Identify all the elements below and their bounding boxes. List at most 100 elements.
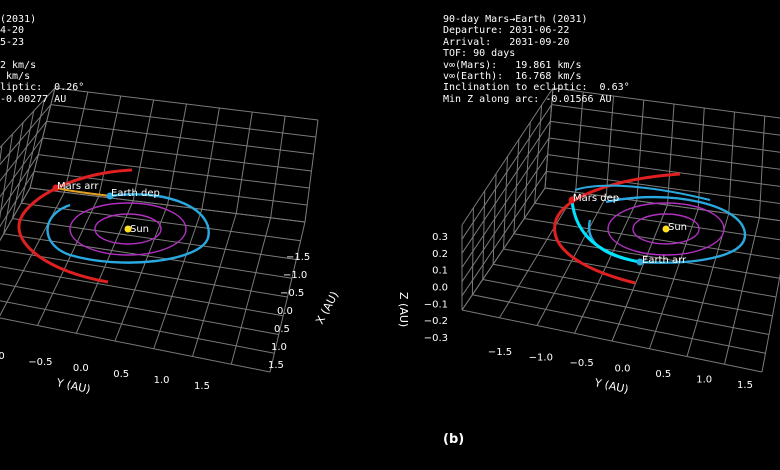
left-earth-label: Earth dep xyxy=(111,188,160,199)
left-transfer-arc xyxy=(55,187,111,197)
right-y-axis-label: Y (AU) xyxy=(592,376,629,396)
left-orbits xyxy=(17,168,210,284)
right-back-wall-grid xyxy=(548,137,780,170)
tick-label: −1.5 xyxy=(286,252,310,263)
info-line: TOF: 90 days xyxy=(443,48,516,60)
right-back-wall-grid xyxy=(546,170,780,205)
info-line: 5-23 xyxy=(0,36,25,48)
tick-label: 1.0 xyxy=(154,375,170,386)
left-y-ticks: .0 −0.5 0.0 0.5 1.0 1.5 xyxy=(0,351,210,392)
tick-label: 0.1 xyxy=(432,266,448,277)
right-floor-grid xyxy=(724,217,760,365)
tick-label: −0.5 xyxy=(280,288,304,299)
left-floor-grid xyxy=(0,249,288,298)
left-grid xyxy=(0,87,319,373)
info-line: Departure: 2031-06-22 xyxy=(443,25,570,37)
right-floor-grid xyxy=(534,202,780,241)
tick-label: 1.0 xyxy=(271,342,287,353)
left-sun-label: Sun xyxy=(130,224,149,235)
left-side-wall-grid xyxy=(0,171,35,228)
left-floor-grid xyxy=(12,218,297,260)
left-inner-orbit-1 xyxy=(94,213,162,245)
panel-label: (b) xyxy=(443,432,465,447)
right-side-wall-grid xyxy=(461,137,550,268)
left-side-wall-grid xyxy=(0,187,31,242)
tick-label: 0.0 xyxy=(277,306,293,317)
left-mars-orbit xyxy=(17,168,133,284)
left-sun-marker xyxy=(124,225,132,233)
info-line: liptic: 0.26° xyxy=(0,82,85,94)
right-side-wall-grid xyxy=(461,104,553,240)
tick-label: −1.0 xyxy=(529,353,553,364)
right-z-axis-label: Z (AU) xyxy=(397,292,410,327)
right-inner-orbit-2 xyxy=(607,202,725,256)
right-mars-marker xyxy=(568,196,576,204)
right-earth-label: Earth arr xyxy=(642,255,687,266)
right-floor-grid xyxy=(503,248,777,298)
info-line: v∞(Earth): 16.768 km/s xyxy=(443,71,582,83)
right-earth-orbit-tail xyxy=(574,184,711,201)
tick-label: 0.0 xyxy=(615,364,631,375)
tick-label: −0.1 xyxy=(424,299,448,310)
left-floor-grid xyxy=(153,209,203,349)
right-mars-orbit xyxy=(553,172,681,285)
right-sun-label: Sun xyxy=(668,222,687,233)
tick-label: .0 xyxy=(0,351,5,362)
right-side-wall-grid xyxy=(461,171,547,297)
tick-label: −0.3 xyxy=(424,333,448,344)
right-floor-grid xyxy=(649,209,699,349)
right-transfer-arc xyxy=(570,199,641,264)
left-3d-plot: Mars arr Earth dep Sun −1.5 −1.0 −0.5 0.0 0.… xyxy=(0,87,341,396)
left-back-wall-grid xyxy=(54,87,319,121)
info-line: 4-20 xyxy=(0,25,25,37)
left-floor-grid xyxy=(0,300,275,354)
info-line: (2031) xyxy=(0,14,37,25)
info-line: v∞(Mars): 19.861 km/s xyxy=(443,59,582,71)
right-back-wall-grid xyxy=(547,154,780,187)
tick-label: 0.0 xyxy=(432,283,448,294)
left-back-wall-grid xyxy=(46,120,314,155)
left-side-wall-grid xyxy=(0,104,52,166)
info-line: -0.00277 AU xyxy=(0,93,67,105)
right-floor-grid xyxy=(761,272,780,373)
left-mars-label: Mars arr xyxy=(57,181,99,192)
right-earth-marker xyxy=(636,258,644,266)
right-z-ticks: 0.3 0.2 0.1 0.0 −0.1 −0.2 −0.3 xyxy=(424,232,448,344)
tick-label: 1.5 xyxy=(194,381,210,392)
left-back-wall-grid xyxy=(34,170,308,206)
left-y-axis-label: Y (AU) xyxy=(54,376,91,396)
left-floor-grid xyxy=(192,213,237,357)
right-info-text: 90-day Mars→Earth (2031) Departure: 2031-… xyxy=(443,14,630,105)
tick-label: −1.5 xyxy=(488,347,512,358)
tick-label: 0.5 xyxy=(655,369,671,380)
right-floor-grid xyxy=(524,218,780,260)
tick-label: −0.2 xyxy=(424,316,448,327)
right-side-wall-grid xyxy=(461,87,554,226)
right-inner-orbit-1 xyxy=(632,213,700,245)
info-line: Arrival: 2031-09-20 xyxy=(443,36,570,48)
tick-label: 0.3 xyxy=(432,232,448,243)
tick-label: 0.5 xyxy=(274,324,290,335)
right-mars-label: Mars dep xyxy=(573,193,619,204)
tick-label: 0.0 xyxy=(73,363,89,374)
tick-label: 1.5 xyxy=(268,360,284,371)
tick-label: −1.0 xyxy=(283,270,307,281)
right-side-wall-grid xyxy=(461,154,549,282)
right-side-wall-grid xyxy=(461,187,546,311)
tick-label: 1.5 xyxy=(737,380,753,391)
left-side-wall-grid xyxy=(0,137,43,198)
right-back-wall-grid xyxy=(550,120,780,153)
left-info-text: (2031) 4-20 5-23 2 km/s km/s liptic: 0.26° -… xyxy=(0,14,90,105)
tick-label: −0.5 xyxy=(570,358,594,369)
tick-label: 0.2 xyxy=(432,249,448,260)
left-back-wall-grid xyxy=(50,104,316,138)
left-x-axis-label: X (AU) xyxy=(313,289,341,326)
left-x-ticks: −1.5 −1.0 −0.5 0.0 0.5 1.0 1.5 xyxy=(268,252,310,371)
right-y-ticks: −1.5 −1.0 −0.5 0.0 0.5 1.0 1.5 xyxy=(488,347,753,391)
left-mars-marker xyxy=(52,184,60,192)
left-inner-orbit-2 xyxy=(69,202,187,256)
right-3d-plot: Mars dep Earth arr Sun 0.3 0.2 0.1 0.0 −0.1 −… xyxy=(397,87,780,396)
right-grid xyxy=(461,87,780,373)
right-side-wall-grid xyxy=(461,121,551,254)
